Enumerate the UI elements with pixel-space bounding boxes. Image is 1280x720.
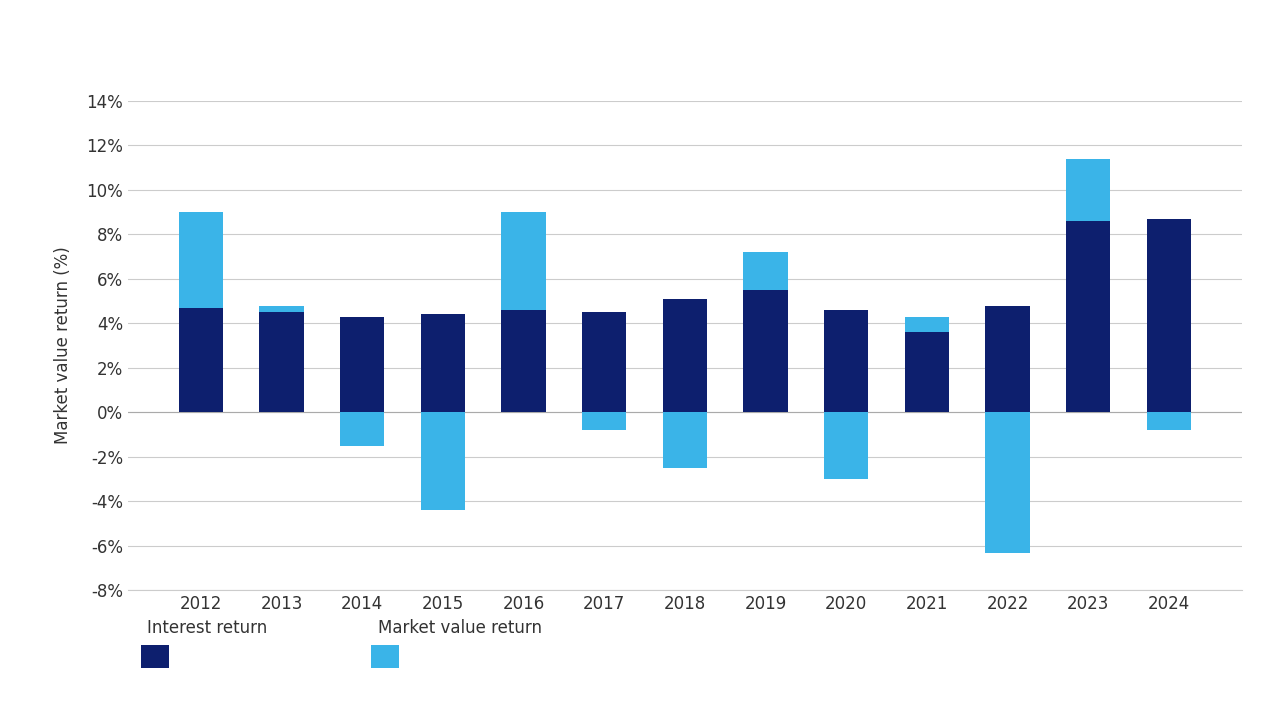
Bar: [260, 312, 303, 413]
Bar: [744, 290, 787, 413]
Bar: [421, 413, 465, 510]
Bar: [179, 307, 223, 413]
Bar: [340, 317, 384, 413]
Bar: [340, 413, 384, 446]
Bar: [1147, 413, 1190, 430]
Text: Interest return: Interest return: [147, 619, 268, 637]
Y-axis label: Market value return (%): Market value return (%): [54, 247, 73, 444]
Bar: [986, 305, 1029, 413]
Bar: [824, 413, 868, 479]
Bar: [663, 413, 707, 468]
Bar: [986, 413, 1029, 552]
Bar: [582, 413, 626, 430]
Bar: [905, 317, 948, 332]
Bar: [744, 252, 787, 290]
Text: Market value return: Market value return: [378, 619, 541, 637]
Bar: [421, 315, 465, 413]
Bar: [1066, 158, 1110, 221]
Bar: [1147, 219, 1190, 413]
Bar: [502, 212, 545, 310]
Bar: [260, 305, 303, 312]
Bar: [824, 310, 868, 413]
Bar: [179, 212, 223, 307]
Bar: [502, 310, 545, 413]
Bar: [582, 312, 626, 413]
Bar: [905, 332, 948, 413]
Bar: [663, 299, 707, 413]
Bar: [1066, 221, 1110, 413]
